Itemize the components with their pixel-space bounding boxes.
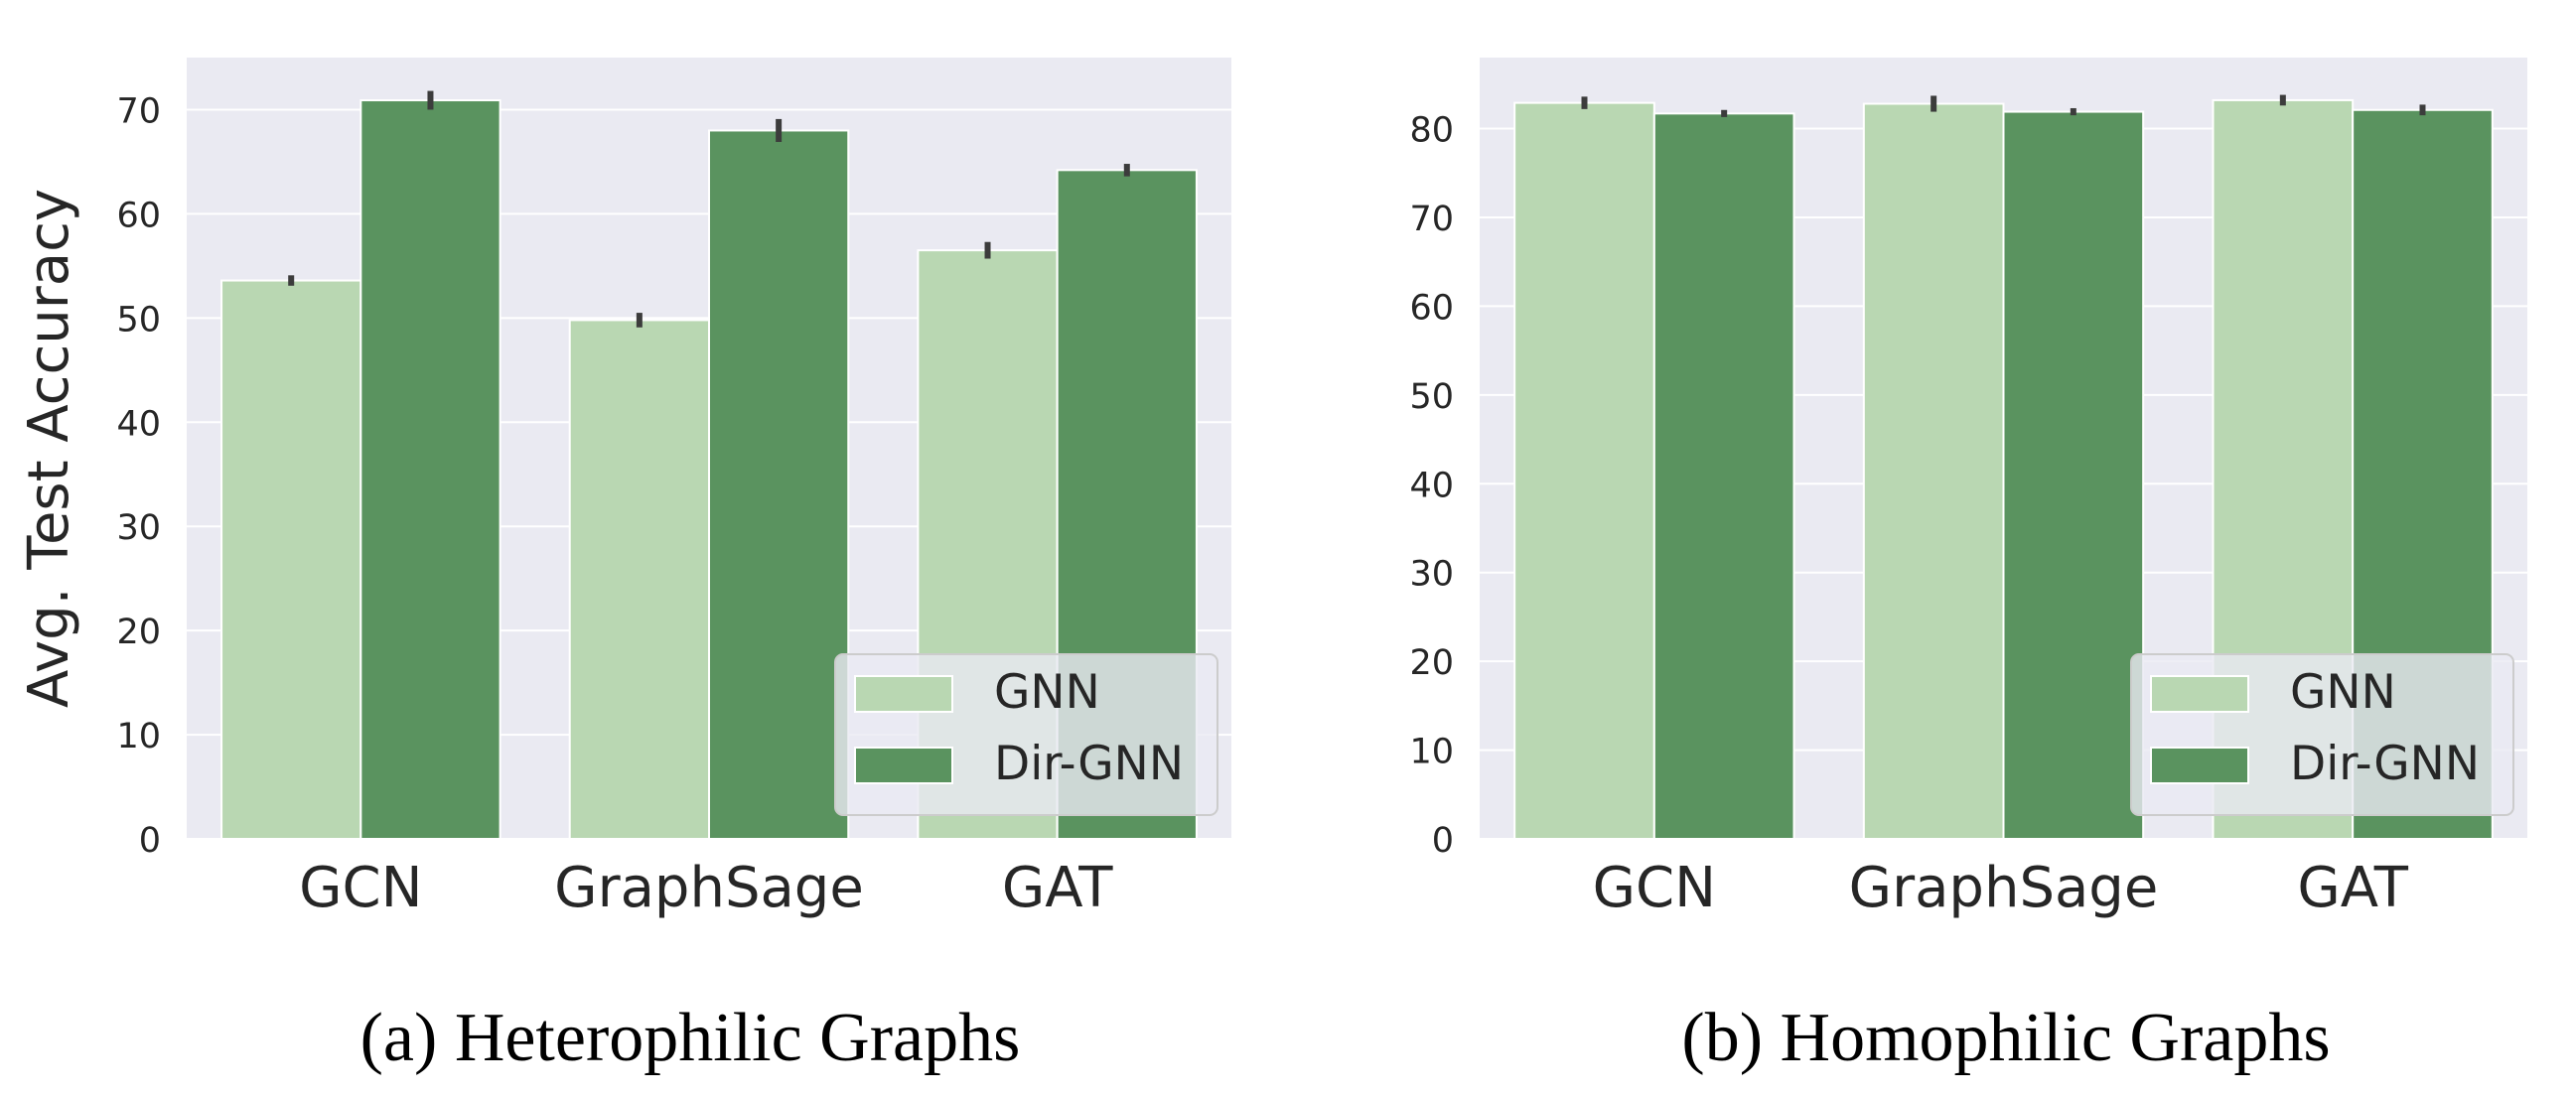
y-tick-label: 0 <box>139 821 161 861</box>
bar-gnn-graphsage <box>1862 102 2005 841</box>
legend: GNN Dir-GNN <box>834 653 1218 816</box>
legend-label-dir-gnn: Dir-GNN <box>2290 737 2480 791</box>
y-tick-label: 30 <box>116 508 161 548</box>
x-tick-label: GAT <box>1002 856 1113 920</box>
legend-label-gnn: GNN <box>2290 665 2396 720</box>
x-tick-label: GCN <box>1593 856 1716 920</box>
y-tick-label: 10 <box>1409 733 1454 772</box>
legend-label-dir-gnn: Dir-GNN <box>994 737 1184 791</box>
bar-gnn-gcn <box>1513 101 1655 840</box>
figure-caption: (a) Heterophilic Graphs <box>360 1000 1021 1076</box>
bar-dir-gnn-gcn <box>359 99 501 841</box>
y-tick-label: 50 <box>116 300 161 340</box>
bar-dir-gnn-graphsage <box>708 129 850 841</box>
figure-caption: (b) Homophilic Graphs <box>1681 1000 2330 1076</box>
y-tick-label: 60 <box>1409 288 1454 328</box>
y-tick-label: 10 <box>116 717 161 756</box>
legend-swatch-gnn <box>854 675 953 713</box>
legend-swatch-dir-gnn <box>854 747 953 784</box>
y-tick-label: 70 <box>1409 200 1454 239</box>
bar-dir-gnn-graphsage <box>2002 110 2145 840</box>
chart-1: 0 10 20 30 40 50 60 70 GCN GraphSage GAT Avg. Test … <box>17 58 1231 1076</box>
chart-2: 0 10 20 30 40 50 60 70 80 GCN GraphSage GAT GNN Dir-G… <box>1409 58 2527 1076</box>
x-tick-label: GraphSage <box>1849 856 2159 920</box>
x-tick-label: GAT <box>2297 856 2408 920</box>
legend-swatch-gnn <box>2150 675 2249 713</box>
y-tick-label: 80 <box>1409 111 1454 151</box>
legend-label-gnn: GNN <box>994 665 1100 720</box>
y-tick-label: 0 <box>1432 821 1454 861</box>
y-tick-label: 20 <box>1409 643 1454 683</box>
bar-gnn-gcn <box>220 279 362 841</box>
y-tick-label: 70 <box>116 91 161 131</box>
y-tick-label: 20 <box>116 613 161 652</box>
y-tick-label: 40 <box>1409 466 1454 505</box>
legend-swatch-dir-gnn <box>2150 747 2249 784</box>
y-tick-label: 40 <box>116 404 161 444</box>
y-axis-label: Avg. Test Accuracy <box>17 189 81 708</box>
y-tick-label: 50 <box>1409 377 1454 417</box>
y-tick-label: 60 <box>116 196 161 235</box>
bar-gnn-graphsage <box>568 319 710 840</box>
legend: GNN Dir-GNN <box>2130 653 2514 816</box>
y-tick-label: 30 <box>1409 555 1454 595</box>
x-tick-label: GraphSage <box>554 856 864 920</box>
bar-dir-gnn-gcn <box>1652 112 1795 841</box>
x-tick-label: GCN <box>299 856 422 920</box>
